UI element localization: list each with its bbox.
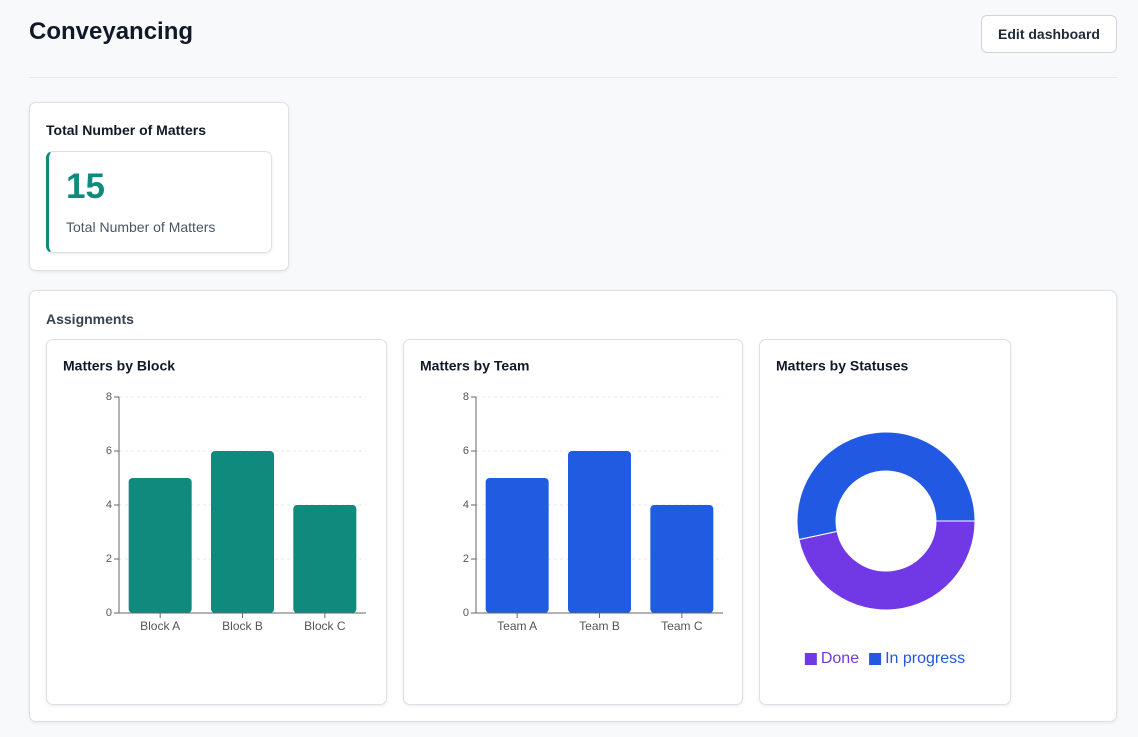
edit-button[interactable]: Edit dashboard (981, 15, 1117, 53)
summary-card: Total Number of Matters 15 Total Number … (29, 102, 289, 271)
x-tick-label: Team C (661, 619, 703, 633)
stat-label: Total Number of Matters (66, 219, 216, 235)
y-tick-label: 2 (463, 553, 469, 565)
y-tick-label: 2 (106, 553, 112, 565)
pie-slice (796, 431, 976, 541)
legend-label: In progress (885, 650, 965, 667)
chart: Matters by Block 0 2 4 6 8 Block A Block B Block… (63, 358, 366, 633)
y-tick-label: 0 (106, 607, 112, 619)
chart-card: Matters by Team 0 2 4 6 8 Team A Team B Team C (403, 339, 743, 705)
y-tick-label: 4 (106, 499, 112, 511)
stat-value: 15 (66, 167, 105, 206)
card-title: Total Number of Matters (46, 122, 206, 138)
x-tick-label: Block A (140, 619, 180, 633)
y-tick-label: 4 (463, 499, 469, 511)
legend-swatch (869, 653, 882, 665)
chart-card: Matters by Block 0 2 4 6 8 Block A Block B Block… (46, 339, 387, 705)
chart: Matters by Statuses Done In progress (776, 358, 976, 667)
assignments-card: Assignments Matters by Block 0 2 4 6 8 Block A… (29, 290, 1117, 722)
legend-swatch (804, 653, 817, 665)
chart: Matters by Team 0 2 4 6 8 Team A Team B Team C (420, 358, 723, 633)
bar (211, 451, 274, 613)
divider (29, 77, 1117, 78)
x-tick-label: Block B (222, 619, 263, 633)
chart-card: Matters by Statuses Done In progress (759, 339, 1011, 705)
y-tick-label: 6 (463, 445, 469, 457)
x-tick-label: Team A (497, 619, 537, 633)
pie-slice (798, 520, 976, 611)
chart-title: Matters by Team (420, 358, 529, 374)
y-tick-label: 0 (463, 607, 469, 619)
y-tick-label: 8 (463, 391, 469, 403)
y-tick-label: 6 (106, 445, 112, 457)
chart-title: Matters by Block (63, 358, 175, 374)
chart-title: Matters by Statuses (776, 358, 908, 374)
legend-label: Done (821, 650, 859, 667)
bar (485, 478, 549, 613)
bar (293, 505, 357, 613)
y-tick-label: 8 (106, 391, 112, 403)
x-tick-label: Block C (304, 619, 346, 633)
bar (128, 478, 192, 613)
section-title: Assignments (46, 311, 134, 327)
bar (650, 505, 714, 613)
page-title: Conveyancing (29, 18, 194, 45)
stat-box: 15 Total Number of Matters (46, 151, 272, 253)
bar (568, 451, 631, 613)
x-tick-label: Team B (579, 619, 620, 633)
